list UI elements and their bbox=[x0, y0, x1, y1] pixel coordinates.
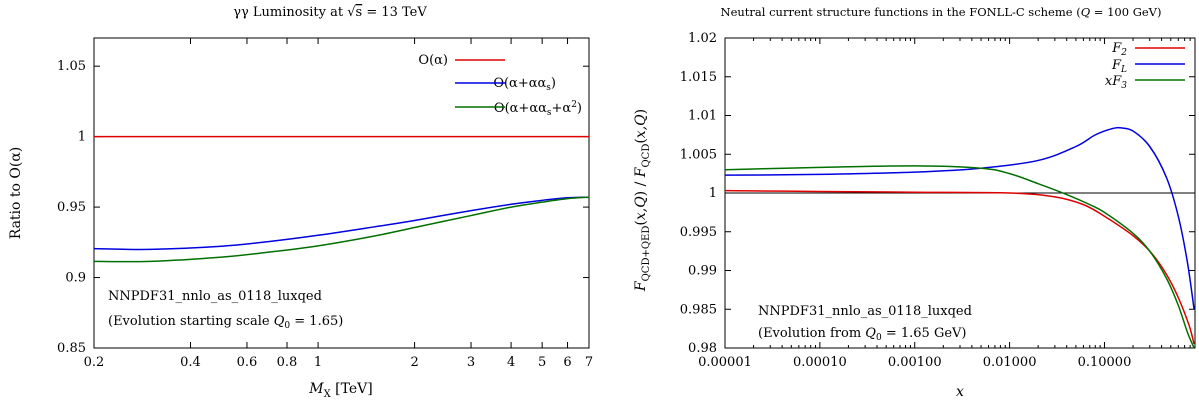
left-legend: O(α) O(α+ααs) O(α+ααs+α2) bbox=[418, 53, 582, 118]
left-x-tick-label: 3 bbox=[467, 355, 475, 370]
legend-entry-o-alpha-alphas-alpha2: O(α+ααs+α2) bbox=[494, 100, 582, 118]
right-x-tick-label: 0.00010 bbox=[793, 355, 847, 370]
right-chart: Neutral current structure functions in t… bbox=[633, 5, 1196, 400]
left-y-tick-label: 0.9 bbox=[65, 271, 86, 286]
right-x-tick-label: 0.00001 bbox=[698, 355, 752, 370]
left-series-o-s bbox=[93, 196, 590, 251]
left-series-lines bbox=[93, 135, 590, 263]
left-x-tick-label: 6 bbox=[563, 355, 571, 370]
right-series-f-2 bbox=[724, 189, 1195, 345]
left-x-tick-label: 4 bbox=[507, 355, 515, 370]
left-x-axis: 0.2 0.4 0.6 0.8 1 2 3 4 5 6 7 bbox=[84, 38, 593, 370]
legend-entry-o-alpha: O(α) bbox=[418, 53, 448, 68]
right-chart-title: Neutral current structure functions in t… bbox=[721, 5, 1162, 19]
right-x-tick-label: 0.10000 bbox=[1078, 355, 1132, 370]
left-x-tick-label: 5 bbox=[538, 355, 546, 370]
right-annotation-pdf: NNPDF31_nnlo_as_0118_luxqed bbox=[758, 304, 972, 319]
right-legend: F2 FL xF3 bbox=[1105, 41, 1185, 91]
right-x-axis-label: x bbox=[956, 384, 964, 400]
left-chart-title: γγ Luminosity at √s = 13 TeV bbox=[233, 5, 427, 20]
right-x-axis: 0.00001 0.00010 0.00100 0.01000 0.10000 bbox=[698, 38, 1196, 370]
right-y-tick-label: 0.985 bbox=[680, 302, 717, 317]
right-y-tick-label: 0.98 bbox=[688, 341, 717, 356]
right-annotation-scale: (Evolution from Q0 = 1.65 GeV) bbox=[758, 326, 966, 343]
left-plot-frame bbox=[93, 37, 590, 349]
right-y-tick-label: 1.015 bbox=[680, 70, 717, 85]
left-annotation-pdf: NNPDF31_nnlo_as_0118_luxqed bbox=[108, 289, 322, 304]
right-y-tick-label: 0.995 bbox=[680, 225, 717, 240]
right-series-xf-3 bbox=[724, 165, 1195, 349]
right-y-tick-label: 1.02 bbox=[688, 31, 717, 46]
left-x-tick-label: 0.2 bbox=[84, 355, 105, 370]
right-x-tick-label: 0.00100 bbox=[888, 355, 942, 370]
legend-entry-o-alpha-alphas: O(α+ααs) bbox=[493, 76, 556, 93]
left-x-axis-label: MX [TeV] bbox=[308, 381, 373, 400]
legend-entry-fl: FL bbox=[1111, 58, 1127, 75]
right-x-tick-label: 0.01000 bbox=[983, 355, 1037, 370]
legend-entry-f2: F2 bbox=[1111, 41, 1127, 58]
left-x-tick-label: 0.6 bbox=[237, 355, 258, 370]
right-y-tick-label: 1 bbox=[709, 186, 717, 201]
right-series-f-l bbox=[724, 126, 1195, 310]
left-y-tick-label: 1.05 bbox=[57, 59, 86, 74]
left-x-tick-label: 7 bbox=[585, 355, 593, 370]
left-chart: γγ Luminosity at √s = 13 TeV 0.850.90.95… bbox=[8, 5, 593, 400]
left-y-tick-label: 1 bbox=[78, 130, 86, 145]
left-y-tick-label: 0.95 bbox=[57, 200, 86, 215]
left-y-tick-label: 0.85 bbox=[57, 341, 86, 356]
right-y-axis: 0.98 0.985 0.99 0.995 1 1.005 1.01 1.015 1.02 bbox=[680, 31, 1195, 356]
right-y-tick-label: 1.01 bbox=[688, 109, 717, 124]
left-annotation-scale: (Evolution starting scale Q0 = 1.65) bbox=[108, 314, 343, 331]
right-y-tick-label: 1.005 bbox=[680, 147, 717, 162]
left-x-tick-label: 1 bbox=[314, 355, 322, 370]
left-x-tick-label: 0.4 bbox=[180, 355, 201, 370]
left-x-tick-label: 0.8 bbox=[277, 355, 298, 370]
left-series-o-s bbox=[93, 196, 590, 263]
right-y-axis-label: FQCD+QED(x,Q) / FQCD(x,Q) bbox=[633, 109, 652, 292]
right-y-tick-label: 0.99 bbox=[688, 264, 717, 279]
legend-entry-xf3: xF3 bbox=[1105, 74, 1127, 91]
left-x-tick-label: 2 bbox=[410, 355, 418, 370]
right-series-lines bbox=[724, 126, 1195, 349]
left-y-axis-label: Ratio to O(α) bbox=[8, 147, 24, 240]
